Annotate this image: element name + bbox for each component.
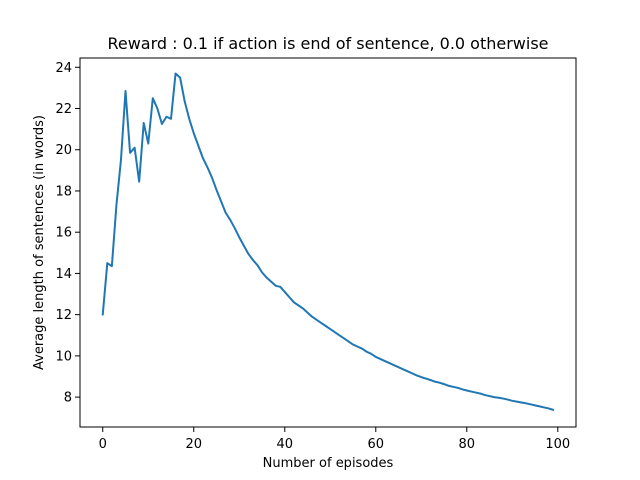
y-tick-label: 10: [55, 349, 72, 364]
x-tick-label: 0: [99, 437, 107, 452]
x-tick-label: 40: [276, 437, 293, 452]
series-line: [101, 72, 555, 411]
chart-title: Reward : 0.1 if action is end of sentenc…: [107, 34, 548, 53]
x-tick-label: 60: [368, 437, 385, 452]
y-tick-label: 18: [55, 184, 72, 199]
plot-background: [80, 58, 576, 427]
x-tick-label: 80: [459, 437, 476, 452]
plot-frame: [79, 57, 577, 428]
y-tick-label: 8: [64, 391, 72, 406]
x-axis-label: Number of episodes: [263, 456, 394, 471]
y-tick-label: 12: [55, 308, 72, 323]
plot-area: [79, 57, 577, 428]
y-axis-label: Average length of sentences (in words): [32, 115, 47, 370]
x-tick-label: 100: [545, 437, 570, 452]
y-tick-label: 20: [55, 143, 72, 158]
y-tick-label: 22: [55, 102, 72, 117]
y-tick-label: 14: [55, 267, 72, 282]
x-axis-ticks: 0 20 40 60 80 100: [99, 427, 570, 452]
y-axis-ticks: 8 10 12 14 16 18 20 22 24: [55, 61, 80, 406]
x-tick-label: 20: [185, 437, 202, 452]
y-tick-label: 24: [55, 61, 72, 76]
y-tick-label: 16: [55, 226, 72, 241]
